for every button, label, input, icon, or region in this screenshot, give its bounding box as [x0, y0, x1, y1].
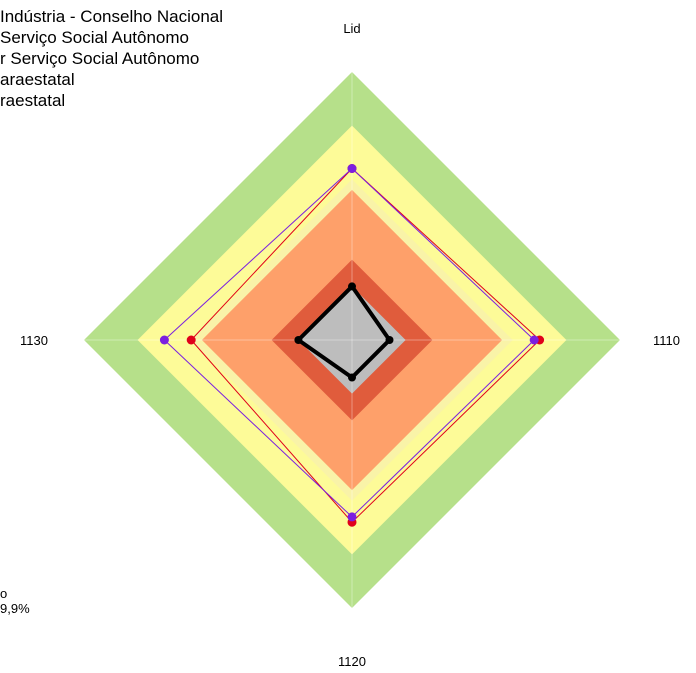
axis-label-1130: 1130 [20, 333, 48, 348]
series-0-point-1 [385, 336, 394, 344]
legend: Indústria - Conselho Nacional Serviço So… [0, 6, 300, 111]
legend-item: r Serviço Social Autônomo [0, 49, 200, 68]
legend-item: araestatal [0, 70, 75, 89]
series-2-point-1 [529, 335, 539, 345]
series-0-point-3 [294, 336, 303, 344]
bottom-note: o 9,9% [0, 586, 60, 616]
series-layer [159, 164, 545, 527]
axis-label-1120: 1120 [338, 654, 366, 669]
legend-item: Indústria - Conselho Nacional [0, 7, 224, 26]
legend-item: Serviço Social Autônomo [0, 28, 189, 47]
note-line: o [0, 586, 8, 601]
series-2-point-2 [347, 512, 357, 522]
axis-label-1110: 1110 [653, 333, 680, 348]
note-line: 9,9% [0, 601, 30, 616]
series-2-point-0 [347, 164, 357, 173]
axis-label-lid: Lid [343, 21, 360, 36]
level-bands [84, 72, 620, 608]
series-2-point-3 [159, 335, 169, 345]
legend-item: raestatal [0, 91, 66, 110]
series-0-point-0 [348, 282, 356, 291]
series-1-point-3 [186, 335, 196, 345]
inner-grey-diamond [309, 297, 395, 383]
series-0-point-2 [348, 373, 356, 382]
axis-spokes [84, 72, 620, 608]
